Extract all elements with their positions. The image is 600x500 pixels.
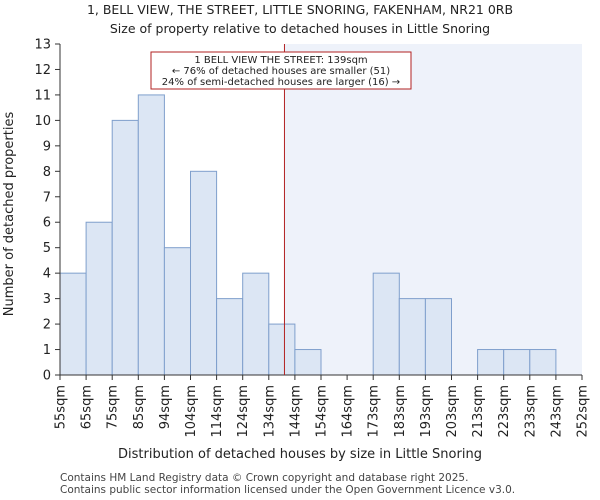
- y-axis-label: Number of detached properties: [2, 112, 17, 317]
- x-tick-label: 213sqm: [471, 385, 486, 438]
- chart-title: 1, BELL VIEW, THE STREET, LITTLE SNORING…: [87, 2, 513, 17]
- x-tick-label: 203sqm: [445, 385, 460, 438]
- y-tick-label: 5: [43, 241, 51, 256]
- y-tick-label: 1: [43, 343, 51, 358]
- y-tick-label: 12: [34, 63, 51, 78]
- bar: [294, 349, 322, 376]
- x-tick-label: 94sqm: [158, 385, 173, 429]
- x-tick-label: 223sqm: [497, 385, 512, 438]
- x-tick-label: 252sqm: [576, 385, 591, 438]
- annotation-box: [150, 51, 412, 90]
- x-tick-label: 193sqm: [419, 385, 434, 438]
- x-tick-label: 243sqm: [549, 385, 564, 438]
- chart-subtitle: Size of property relative to detached ho…: [110, 21, 490, 36]
- x-tick-label: 85sqm: [132, 385, 147, 429]
- y-tick-label: 11: [34, 88, 51, 103]
- bar: [372, 272, 400, 376]
- bar: [216, 298, 244, 376]
- x-tick-label: 154sqm: [315, 385, 330, 438]
- x-tick-label: 65sqm: [80, 385, 95, 429]
- bar: [163, 247, 191, 376]
- bar: [190, 170, 218, 376]
- y-tick-label: 6: [43, 216, 51, 231]
- y-tick-label: 3: [43, 292, 51, 307]
- y-tick-label: 7: [43, 190, 51, 205]
- x-tick-label: 233sqm: [523, 385, 538, 438]
- bar: [503, 349, 531, 376]
- bar: [398, 298, 426, 376]
- y-tick-label: 2: [43, 318, 51, 333]
- bar: [59, 272, 87, 376]
- bar: [85, 221, 113, 376]
- annotation-line: 24% of semi-detached houses are larger (…: [162, 77, 400, 88]
- x-tick-label: 104sqm: [184, 385, 199, 438]
- footer-line-2: Contains public sector information licen…: [60, 484, 516, 496]
- x-tick-label: 183sqm: [393, 385, 408, 438]
- x-tick-label: 75sqm: [106, 385, 121, 429]
- x-tick-label: 144sqm: [288, 385, 303, 438]
- bar: [242, 272, 270, 376]
- bar: [477, 349, 505, 376]
- bar: [529, 349, 557, 376]
- x-tick-label: 164sqm: [341, 385, 356, 438]
- y-tick-label: 9: [43, 139, 51, 154]
- y-tick-label: 0: [43, 369, 51, 384]
- annotation-line: ← 76% of detached houses are smaller (51…: [172, 66, 390, 77]
- footer-line-1: Contains HM Land Registry data © Crown c…: [60, 472, 469, 484]
- x-tick-label: 173sqm: [367, 385, 382, 438]
- bar: [111, 119, 139, 376]
- y-tick-label: 4: [43, 267, 51, 282]
- y-tick-label: 8: [43, 165, 51, 180]
- x-axis-label: Distribution of detached houses by size …: [118, 447, 482, 462]
- x-tick-label: 114sqm: [210, 385, 225, 438]
- x-tick-label: 124sqm: [236, 385, 251, 438]
- y-tick-label: 10: [34, 114, 51, 129]
- annotation-line: 1 BELL VIEW THE STREET: 139sqm: [194, 55, 367, 66]
- x-tick-label: 134sqm: [262, 385, 277, 438]
- y-tick-label: 13: [34, 38, 51, 53]
- bar: [268, 323, 296, 376]
- bar: [424, 298, 452, 376]
- bar: [137, 94, 165, 376]
- x-tick-label: 55sqm: [54, 385, 69, 429]
